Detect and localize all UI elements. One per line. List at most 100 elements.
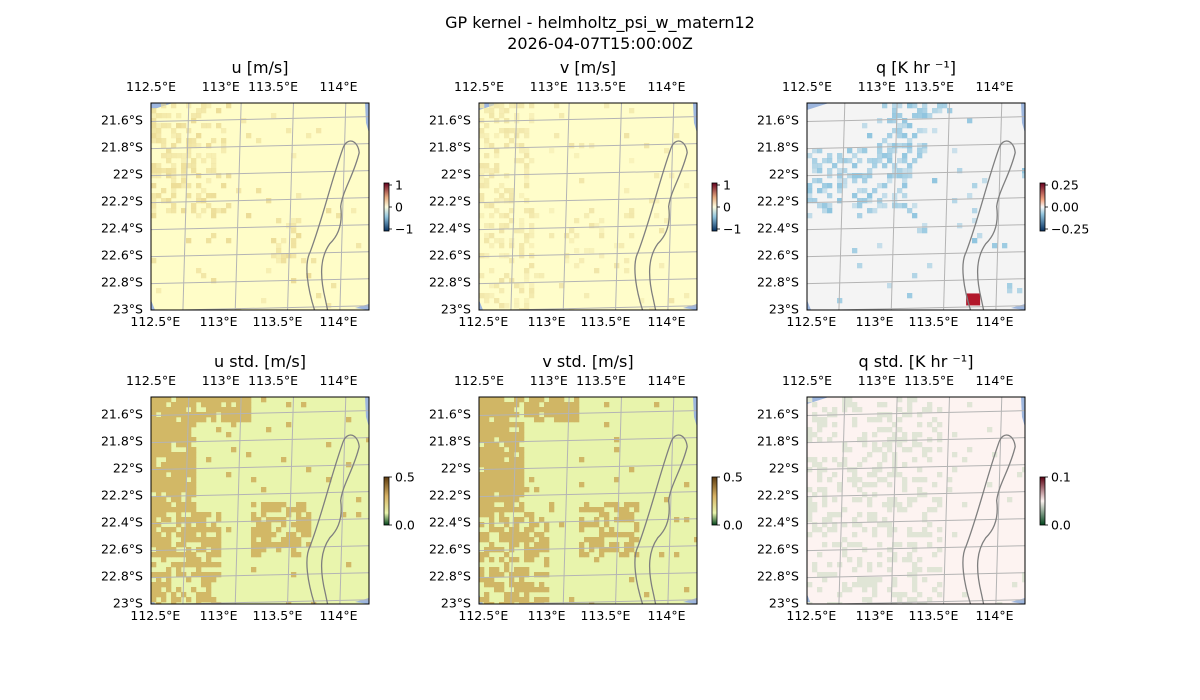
field-cell (524, 602, 530, 604)
field-cell (484, 233, 490, 239)
field-cell (151, 193, 157, 199)
panel-frame (150, 102, 370, 311)
field-cell (529, 407, 535, 413)
field-cell (201, 532, 207, 538)
field-cell (902, 557, 908, 563)
coastline (306, 140, 360, 310)
field-cell (807, 517, 813, 523)
field-cell (937, 567, 943, 573)
field-cell (206, 527, 212, 533)
colorbar (383, 182, 390, 232)
field-cell (927, 567, 933, 573)
field-cell (902, 432, 908, 438)
field-cell (156, 507, 162, 513)
field-cell (524, 567, 530, 573)
field-cell (544, 587, 550, 593)
field-cell (534, 587, 540, 593)
field-cell (306, 273, 312, 279)
field-cell (494, 432, 500, 438)
field-cell (594, 517, 600, 523)
field-cell (837, 487, 843, 493)
field-cell (186, 507, 192, 513)
field-cell (251, 512, 257, 518)
field-cell (599, 253, 605, 259)
y-tick-label: 22.2°S (101, 488, 143, 503)
field-cell (484, 203, 490, 209)
field-cell (181, 537, 187, 543)
field-cell (161, 517, 167, 523)
field-cell (489, 457, 495, 463)
field-cell (972, 218, 978, 224)
field-cell (509, 238, 515, 244)
field-cell (599, 542, 605, 548)
colorbar (711, 476, 718, 526)
field-cell (1022, 467, 1025, 473)
field-cell (171, 183, 177, 189)
field-cell (326, 442, 332, 448)
field-cell (489, 517, 495, 523)
field-cell (156, 502, 162, 508)
field-cell (604, 517, 610, 523)
x-tick-label-top: 112.5°E (454, 373, 504, 388)
field-cell (569, 238, 575, 244)
field-cell (176, 153, 182, 159)
field-cell (301, 517, 307, 523)
field-cell (817, 477, 823, 483)
gridline-lat (807, 116, 1025, 123)
field-cell (897, 437, 903, 443)
field-cell (629, 213, 635, 219)
gridline-lat (151, 224, 369, 231)
field-cell (519, 248, 525, 254)
field-cell (211, 138, 217, 144)
y-tick-label: 21.8°S (757, 434, 799, 449)
field-cell (817, 168, 823, 174)
field-cell (301, 507, 307, 513)
field-cell (624, 258, 630, 264)
field-cell (852, 497, 858, 503)
field-cell (882, 452, 888, 458)
field-cell (624, 547, 630, 553)
field-cell (564, 258, 570, 264)
field-cell (161, 198, 167, 204)
field-cell (887, 497, 893, 503)
field-cell (191, 447, 197, 453)
field-cell (817, 188, 823, 194)
field-cell (161, 452, 167, 458)
field-cell (271, 532, 277, 538)
field-cell (564, 233, 570, 239)
field-cell (509, 198, 515, 204)
field-cell (902, 183, 908, 189)
field-cell (489, 412, 495, 418)
x-tick-label-bottom: 113.5°E (252, 608, 302, 623)
field-cell (286, 537, 292, 543)
map-panel: u std. [m/s]112.5°E112.5°E113°E113°E113.… (101, 352, 415, 623)
field-cell (957, 168, 963, 174)
field-cell (882, 163, 888, 169)
field-cell (171, 402, 177, 408)
field-cell (902, 477, 908, 483)
field-cell (171, 477, 177, 483)
field-cell (534, 397, 540, 403)
x-tick-label-bottom: 113.5°E (252, 314, 302, 329)
field-cell (211, 153, 217, 159)
field-cell (231, 422, 237, 428)
field-cell (156, 452, 162, 458)
field-cell (544, 537, 550, 543)
field-cell (509, 597, 515, 603)
field-cell (484, 298, 490, 304)
field-cell (559, 522, 565, 528)
field-cell (897, 143, 903, 149)
field-cell (817, 472, 823, 478)
field-cell (191, 537, 197, 543)
field-cell (176, 522, 182, 528)
field-cell (206, 587, 212, 593)
field-cell (484, 447, 490, 453)
field-cell (201, 537, 207, 543)
field-cell (877, 143, 883, 149)
field-cell (509, 208, 515, 214)
field-cell (261, 502, 267, 508)
field-cell (947, 477, 953, 483)
field-cell (902, 178, 908, 184)
field-cell (862, 432, 868, 438)
field-cell (494, 397, 500, 403)
